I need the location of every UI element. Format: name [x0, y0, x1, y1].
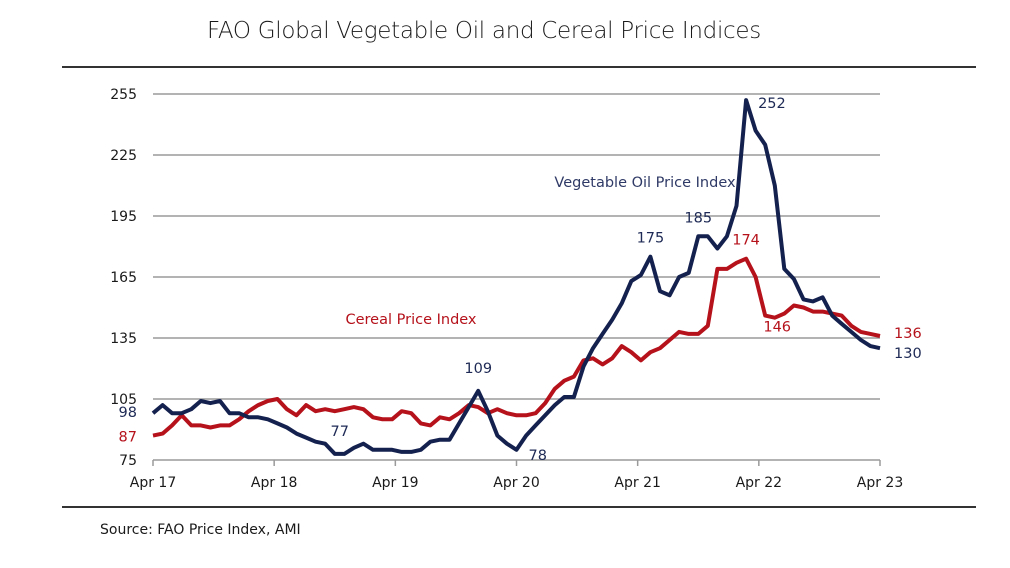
y-tick-label: 75	[119, 453, 137, 469]
x-tick-label: Apr 18	[251, 475, 297, 491]
y-tick-label: 255	[110, 87, 137, 103]
data-label: 185	[684, 210, 712, 226]
data-label: 109	[464, 361, 492, 377]
y-tick-label: 195	[110, 209, 137, 225]
vegetable-oil-line	[151, 98, 881, 456]
series-label-cereal: Cereal Price Index	[345, 312, 476, 328]
data-label: 136	[894, 326, 922, 342]
source-note: Source: FAO Price Index, AMI	[100, 522, 301, 538]
data-label: 77	[331, 424, 349, 440]
data-label: 98	[119, 405, 137, 421]
x-tick-label: Apr 22	[736, 475, 782, 491]
x-tick-label: Apr 19	[372, 475, 418, 491]
x-tick-label: Apr 20	[493, 475, 539, 491]
data-label: 130	[894, 346, 922, 362]
y-tick-label: 225	[110, 148, 137, 164]
y-tick-label: 165	[110, 270, 137, 286]
data-label: 174	[732, 233, 760, 249]
data-label: 252	[758, 96, 786, 112]
data-label: 78	[529, 448, 547, 464]
chart-title: FAO Global Vegetable Oil and Cereal Pric…	[207, 18, 761, 44]
data-label: 146	[763, 320, 791, 336]
series-label-vegetable-oil: Vegetable Oil Price Index	[554, 175, 736, 191]
x-tick-label: Apr 23	[857, 475, 903, 491]
cereal-line	[152, 256, 881, 438]
x-tick-label: Apr 21	[614, 475, 660, 491]
y-tick-label: 135	[110, 331, 137, 347]
data-label: 87	[119, 430, 137, 446]
y-tick-label: 105	[110, 392, 137, 408]
data-label: 175	[637, 231, 665, 247]
x-tick-label: Apr 17	[130, 475, 176, 491]
